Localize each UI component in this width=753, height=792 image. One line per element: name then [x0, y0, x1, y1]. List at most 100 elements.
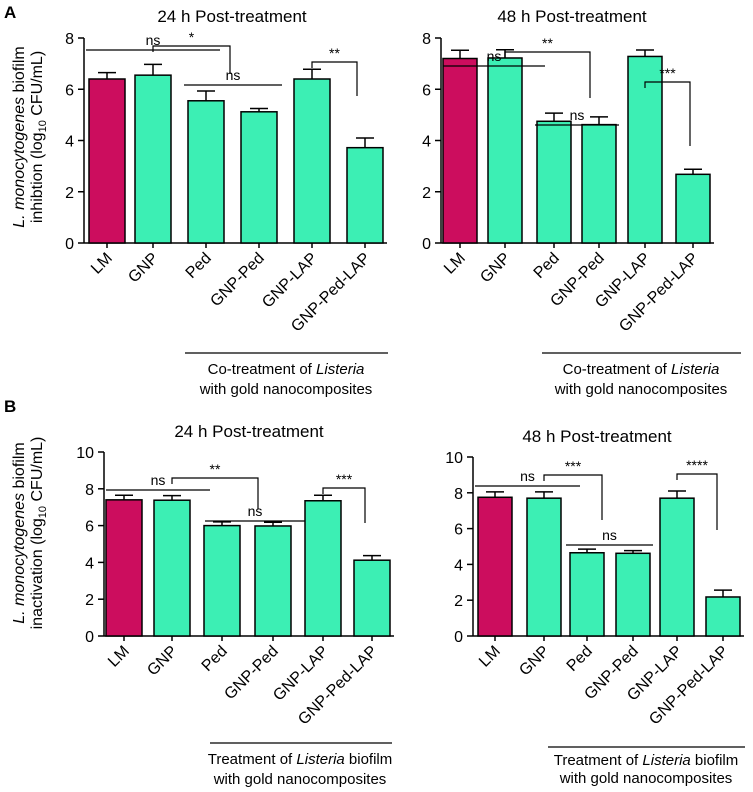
- y-tick-label: 4: [454, 557, 463, 574]
- panel-letter-b: B: [4, 397, 16, 416]
- y-tick-label: 2: [85, 592, 94, 609]
- bar-ped: [536, 120, 572, 244]
- bar-gnp-ped: [254, 525, 292, 637]
- significance-label: **: [210, 461, 221, 477]
- x-tick-label: GNP: [516, 643, 553, 680]
- significance-label: ns: [570, 107, 585, 123]
- significance-bracket: [171, 477, 259, 509]
- y-tick-label: 6: [422, 82, 431, 99]
- significance-label: ***: [336, 471, 353, 487]
- y-tick-label: 4: [65, 134, 74, 151]
- x-tick-label: Ped: [199, 643, 231, 675]
- y-tick-label: 8: [422, 31, 431, 48]
- bar-gnp: [153, 499, 191, 637]
- bar-gnp-ped: [581, 123, 617, 244]
- bar-ped: [569, 552, 605, 637]
- significance-label: **: [542, 35, 553, 51]
- svg-text:Treatment of Listeria biofilm: Treatment of Listeria biofilm: [208, 751, 393, 768]
- y-tick-label: 0: [85, 629, 94, 646]
- y-tick-label: 10: [445, 450, 463, 467]
- significance-bracket: [543, 474, 603, 520]
- significance-label: *: [189, 29, 195, 45]
- significance-label: ns: [520, 468, 535, 484]
- y-axis-label-a-line1: L. monocytogenes biofilm: [11, 46, 28, 227]
- significance-label: **: [329, 45, 340, 61]
- x-tick-label: LM: [441, 250, 469, 278]
- significance-label: ***: [659, 65, 676, 81]
- x-tick-label: GNP-Ped: [207, 250, 267, 310]
- bar-ped: [187, 100, 225, 244]
- bar-lm: [442, 57, 478, 244]
- bar-lm: [105, 499, 143, 637]
- chart-title: 48 h Post-treatment: [522, 427, 672, 446]
- bar-gnp: [134, 74, 172, 244]
- bar-gnp-ped: [615, 552, 651, 637]
- x-tick-label: GNP: [477, 250, 514, 287]
- bar-gnp-ped-lap: [346, 146, 384, 244]
- svg-text:Treatment of Listeria biofilm: Treatment of Listeria biofilm: [554, 752, 739, 769]
- bar-lm: [88, 78, 126, 244]
- x-tick-label: LM: [476, 643, 504, 671]
- x-tick-label: GNP-Ped-LAP: [646, 643, 732, 729]
- y-axis-label-b-line1: L. monocytogenes biofilm: [11, 442, 28, 623]
- significance-bracket: [152, 45, 231, 74]
- y-tick-label: 6: [65, 82, 74, 99]
- y-tick-label: 2: [65, 185, 74, 202]
- x-tick-label: Ped: [183, 250, 215, 282]
- panel-letter-a: A: [4, 3, 16, 22]
- y-axis-label-b-line2: inactivation (log10 CFU/mL): [29, 437, 49, 630]
- y-tick-label: 0: [454, 629, 463, 646]
- y-tick-label: 8: [85, 482, 94, 499]
- y-tick-label: 2: [454, 593, 463, 610]
- bar-gnp-ped: [240, 111, 278, 244]
- svg-text:Co-treatment of Listeria: Co-treatment of Listeria: [208, 361, 365, 378]
- x-tick-label: GNP: [144, 643, 181, 680]
- y-tick-label: 6: [454, 522, 463, 539]
- y-tick-label: 4: [85, 555, 94, 572]
- note-a-left: Co-treatment of Listeria with gold nanoc…: [185, 352, 388, 398]
- significance-label: ns: [248, 503, 263, 519]
- significance-bracket: [311, 61, 358, 96]
- x-tick-label: LM: [105, 643, 133, 671]
- y-tick-label: 10: [76, 445, 94, 462]
- y-axis-label-a-line2: inhibtion (log10 CFU/mL): [29, 51, 49, 223]
- significance-label: ns: [487, 48, 502, 64]
- svg-text:Co-treatment of Listeria: Co-treatment of Listeria: [563, 361, 720, 378]
- bar-lm: [477, 496, 513, 637]
- x-tick-label: Ped: [564, 643, 596, 675]
- x-tick-label: GNP: [125, 250, 162, 287]
- chart-title: 48 h Post-treatment: [497, 7, 647, 26]
- bar-gnp-lap: [659, 497, 695, 637]
- bar-gnp-lap: [304, 500, 342, 637]
- y-tick-label: 0: [422, 236, 431, 253]
- x-tick-label: LM: [88, 250, 116, 278]
- bar-gnp: [526, 497, 562, 637]
- bar-gnp: [487, 57, 523, 244]
- bar-gnp-ped-lap: [353, 559, 391, 637]
- note-b-left: Treatment of Listeria biofilm with gold …: [208, 742, 393, 788]
- note-a-right: Co-treatment of Listeria with gold nanoc…: [542, 352, 741, 398]
- svg-text:with gold nanocomposites: with gold nanocomposites: [213, 771, 387, 788]
- significance-bracket: [504, 51, 591, 98]
- y-tick-label: 8: [454, 486, 463, 503]
- significance-bracket: [676, 473, 718, 530]
- y-tick-label: 6: [85, 519, 94, 536]
- bar-gnp-ped-lap: [675, 173, 711, 244]
- svg-text:with gold nanocomposites: with gold nanocomposites: [199, 381, 373, 398]
- x-tick-label: Ped: [531, 250, 563, 282]
- chart-title: 24 h Post-treatment: [174, 422, 324, 441]
- note-b-right: Treatment of Listeria biofilm with gold …: [548, 746, 745, 787]
- significance-bracket: [322, 487, 366, 523]
- y-tick-label: 2: [422, 185, 431, 202]
- y-tick-label: 4: [422, 134, 431, 151]
- svg-text:with gold nanocomposites: with gold nanocomposites: [559, 770, 733, 787]
- bar-gnp-lap: [293, 78, 331, 244]
- bar-ped: [203, 524, 241, 637]
- significance-label: ns: [151, 472, 166, 488]
- y-tick-label: 8: [65, 31, 74, 48]
- chart-title: 24 h Post-treatment: [157, 7, 307, 26]
- significance-label: ***: [565, 458, 582, 474]
- significance-label: ns: [226, 67, 241, 83]
